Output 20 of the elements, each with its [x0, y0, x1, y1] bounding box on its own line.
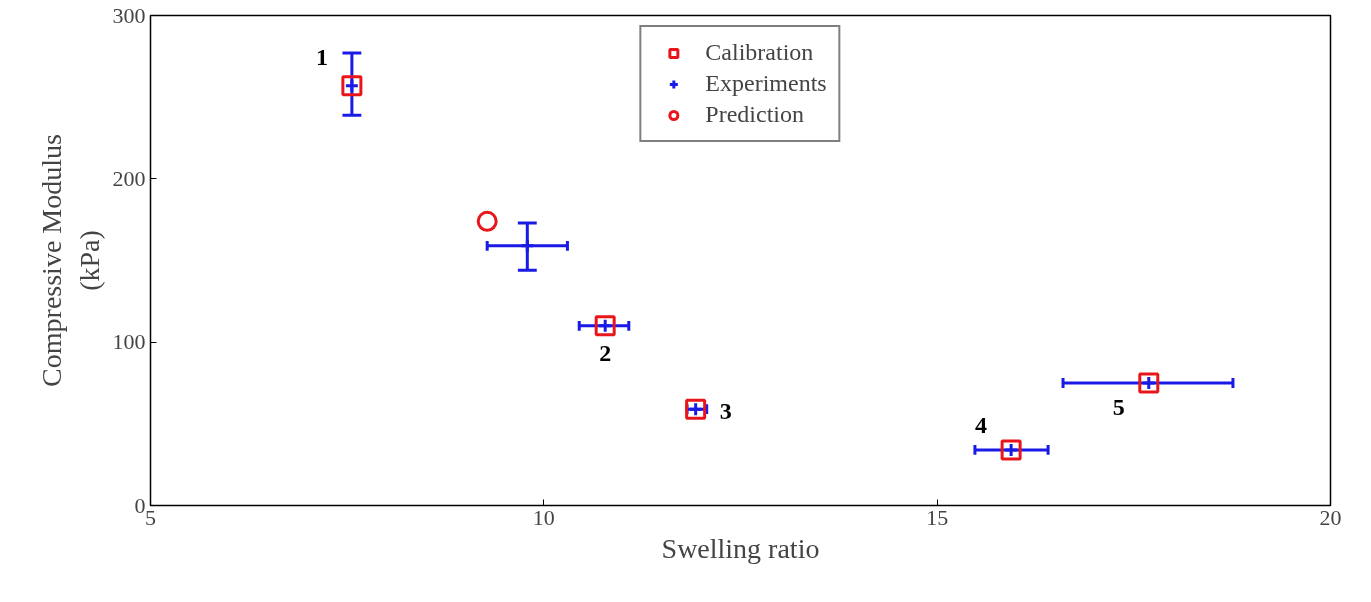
- y-axis-title: Compressive Modulus (kPa): [36, 134, 105, 387]
- x-tick-label: 20: [1319, 504, 1342, 530]
- y-tick-label: 200: [112, 165, 146, 191]
- point: [519, 238, 535, 254]
- point: [476, 210, 498, 232]
- annotation: 4: [975, 412, 988, 439]
- y-tick-label: 0: [134, 492, 146, 518]
- x-tick-label: 5: [145, 504, 156, 530]
- legend-label: Prediction: [705, 101, 804, 128]
- annotation: 2: [599, 340, 612, 367]
- y-tick-label: 100: [112, 329, 146, 355]
- annotation: 3: [719, 397, 732, 424]
- x-tick-label: 10: [532, 504, 555, 530]
- legend-label: Calibration: [705, 39, 814, 66]
- x-axis-title: Swelling ratio: [661, 532, 820, 564]
- annotation: 5: [1112, 393, 1125, 420]
- legend-label: Experiments: [705, 70, 827, 97]
- y-tick-label: 300: [112, 2, 146, 28]
- x-tick-label: 15: [926, 504, 949, 530]
- annotation: 1: [315, 44, 328, 71]
